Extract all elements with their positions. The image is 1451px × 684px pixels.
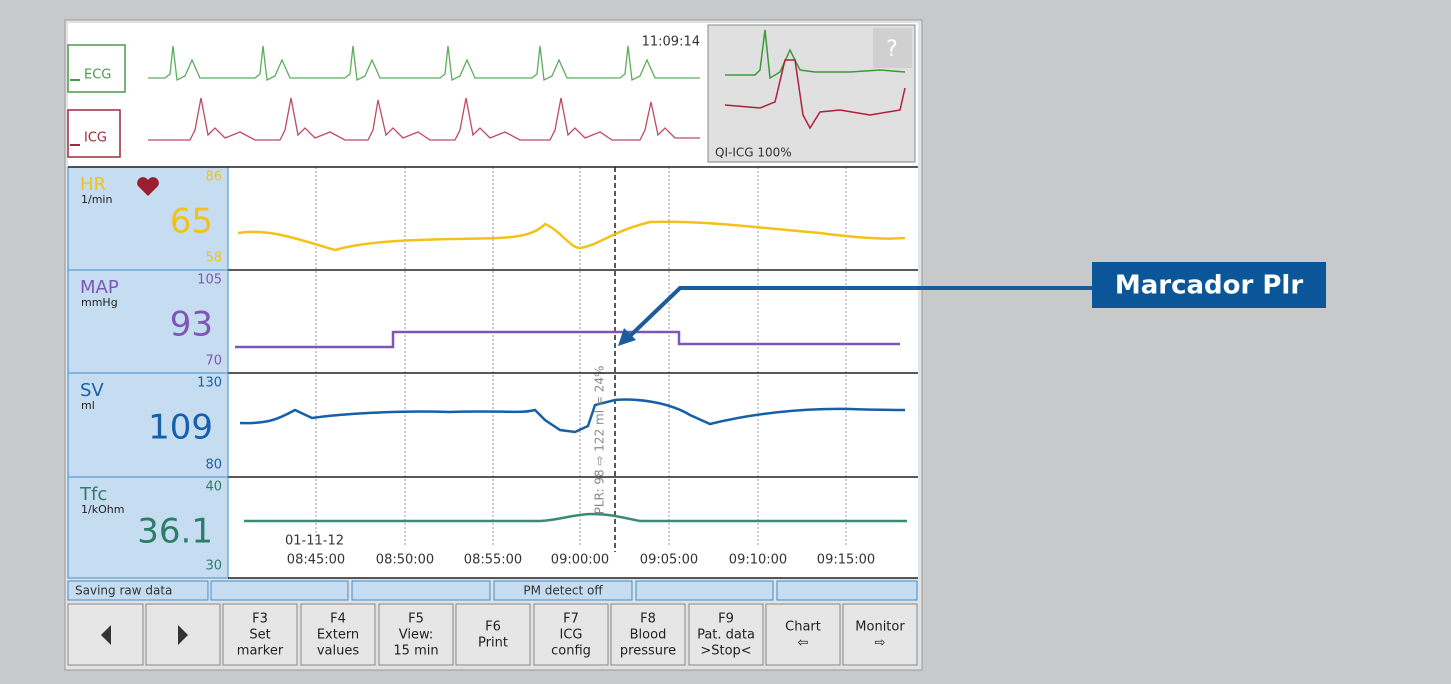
callout-label: Marcador Plr [1115,271,1304,301]
date-label: 01-11-12 [285,534,344,549]
param-value: 109 [148,408,213,448]
time-label: 09:00:00 [551,553,609,568]
map-trend [235,330,900,349]
button-label[interactable]: values [317,644,360,659]
time-label: 09:05:00 [640,553,698,568]
clock: 11:09:14 [642,35,700,50]
help-icon[interactable]: ? [886,37,898,62]
button-label[interactable]: ⇨ [875,636,886,651]
param-name: HR [80,174,106,195]
time-label: 08:45:00 [287,553,345,568]
time-label: 08:50:00 [376,553,434,568]
time-label: 09:10:00 [729,553,787,568]
button-label[interactable]: F5 [408,612,424,627]
button-label[interactable]: ⇦ [798,636,809,651]
function-button[interactable] [455,603,531,666]
sv-trend [239,398,906,434]
tfc-trend [244,512,907,523]
callout-line [628,286,1092,338]
function-button[interactable] [765,603,841,666]
status-bar [67,580,918,601]
param-value: 93 [170,305,213,345]
button-label[interactable]: F8 [640,612,656,627]
scale-max: 40 [205,480,222,495]
function-button[interactable] [378,603,454,666]
ecg-wave [148,45,700,81]
scale-min: 58 [205,251,222,266]
param-value: 65 [170,202,213,242]
function-button[interactable] [300,603,376,666]
button-label[interactable]: pressure [620,644,676,659]
function-button[interactable] [842,603,918,666]
ecg-box [67,44,126,93]
button-label[interactable]: ICG [560,628,583,643]
help-button[interactable] [873,28,912,68]
param-panel [67,269,229,374]
callout-arrow [618,328,636,346]
param-value: 36.1 [137,512,213,552]
scale-min: 80 [205,458,222,473]
button-label[interactable]: marker [237,644,284,659]
function-button[interactable] [610,603,686,666]
button-label[interactable]: F4 [330,612,346,627]
button-label[interactable]: Print [478,636,508,651]
param-name: MAP [80,277,119,298]
button-label[interactable]: Blood [630,628,667,643]
scale-min: 30 [205,559,222,574]
param-unit: 1/kOhm [81,503,124,516]
param-unit: ml [81,399,95,412]
next-icon[interactable] [178,625,188,645]
param-name: SV [80,380,104,401]
button-label[interactable]: >Stop< [700,644,751,659]
param-unit: 1/min [81,193,112,206]
ecg-label: ECG [84,68,111,83]
icg-label: ICG [84,131,107,146]
status-text: PM detect off [523,584,603,598]
prev-icon[interactable] [101,625,111,645]
button-label[interactable]: F6 [485,620,501,635]
scale-max: 86 [205,170,222,185]
time-label: 09:15:00 [817,553,875,568]
status-text: Saving raw data [75,584,172,598]
function-button[interactable] [222,603,298,666]
button-label[interactable]: View: [399,628,434,643]
callout-box [1092,262,1326,308]
param-name: Tfc [79,484,107,505]
scale-min: 70 [205,354,222,369]
param-panel [67,476,229,579]
grid [315,167,847,545]
heart-icon [137,177,159,196]
param-panel [67,372,229,478]
button-label[interactable]: F7 [563,612,579,627]
button-label[interactable]: 15 min [393,644,438,659]
hr-trend [237,220,906,252]
scale-max: 105 [197,273,222,288]
inset-icg [724,59,906,130]
plr-result: PLR: 98 ⇨ 122 ml = 24% [593,366,607,515]
button-label[interactable]: Chart [785,620,821,635]
scale-max: 130 [197,376,222,391]
time-label: 08:55:00 [464,553,522,568]
button-label[interactable]: Monitor [855,620,905,635]
quality-label: QI-ICG 100% [715,146,792,160]
button-label[interactable]: Pat. data [697,628,755,643]
button-label[interactable]: Extern [317,628,359,643]
button-label[interactable]: F9 [718,612,734,627]
button-label[interactable]: config [551,644,591,659]
function-button[interactable] [533,603,609,666]
icg-wave [148,97,700,141]
button-label[interactable]: Set [249,628,270,643]
param-unit: mmHg [81,296,118,309]
function-button[interactable] [688,603,764,666]
icg-box [67,109,121,158]
button-label[interactable]: F3 [252,612,268,627]
